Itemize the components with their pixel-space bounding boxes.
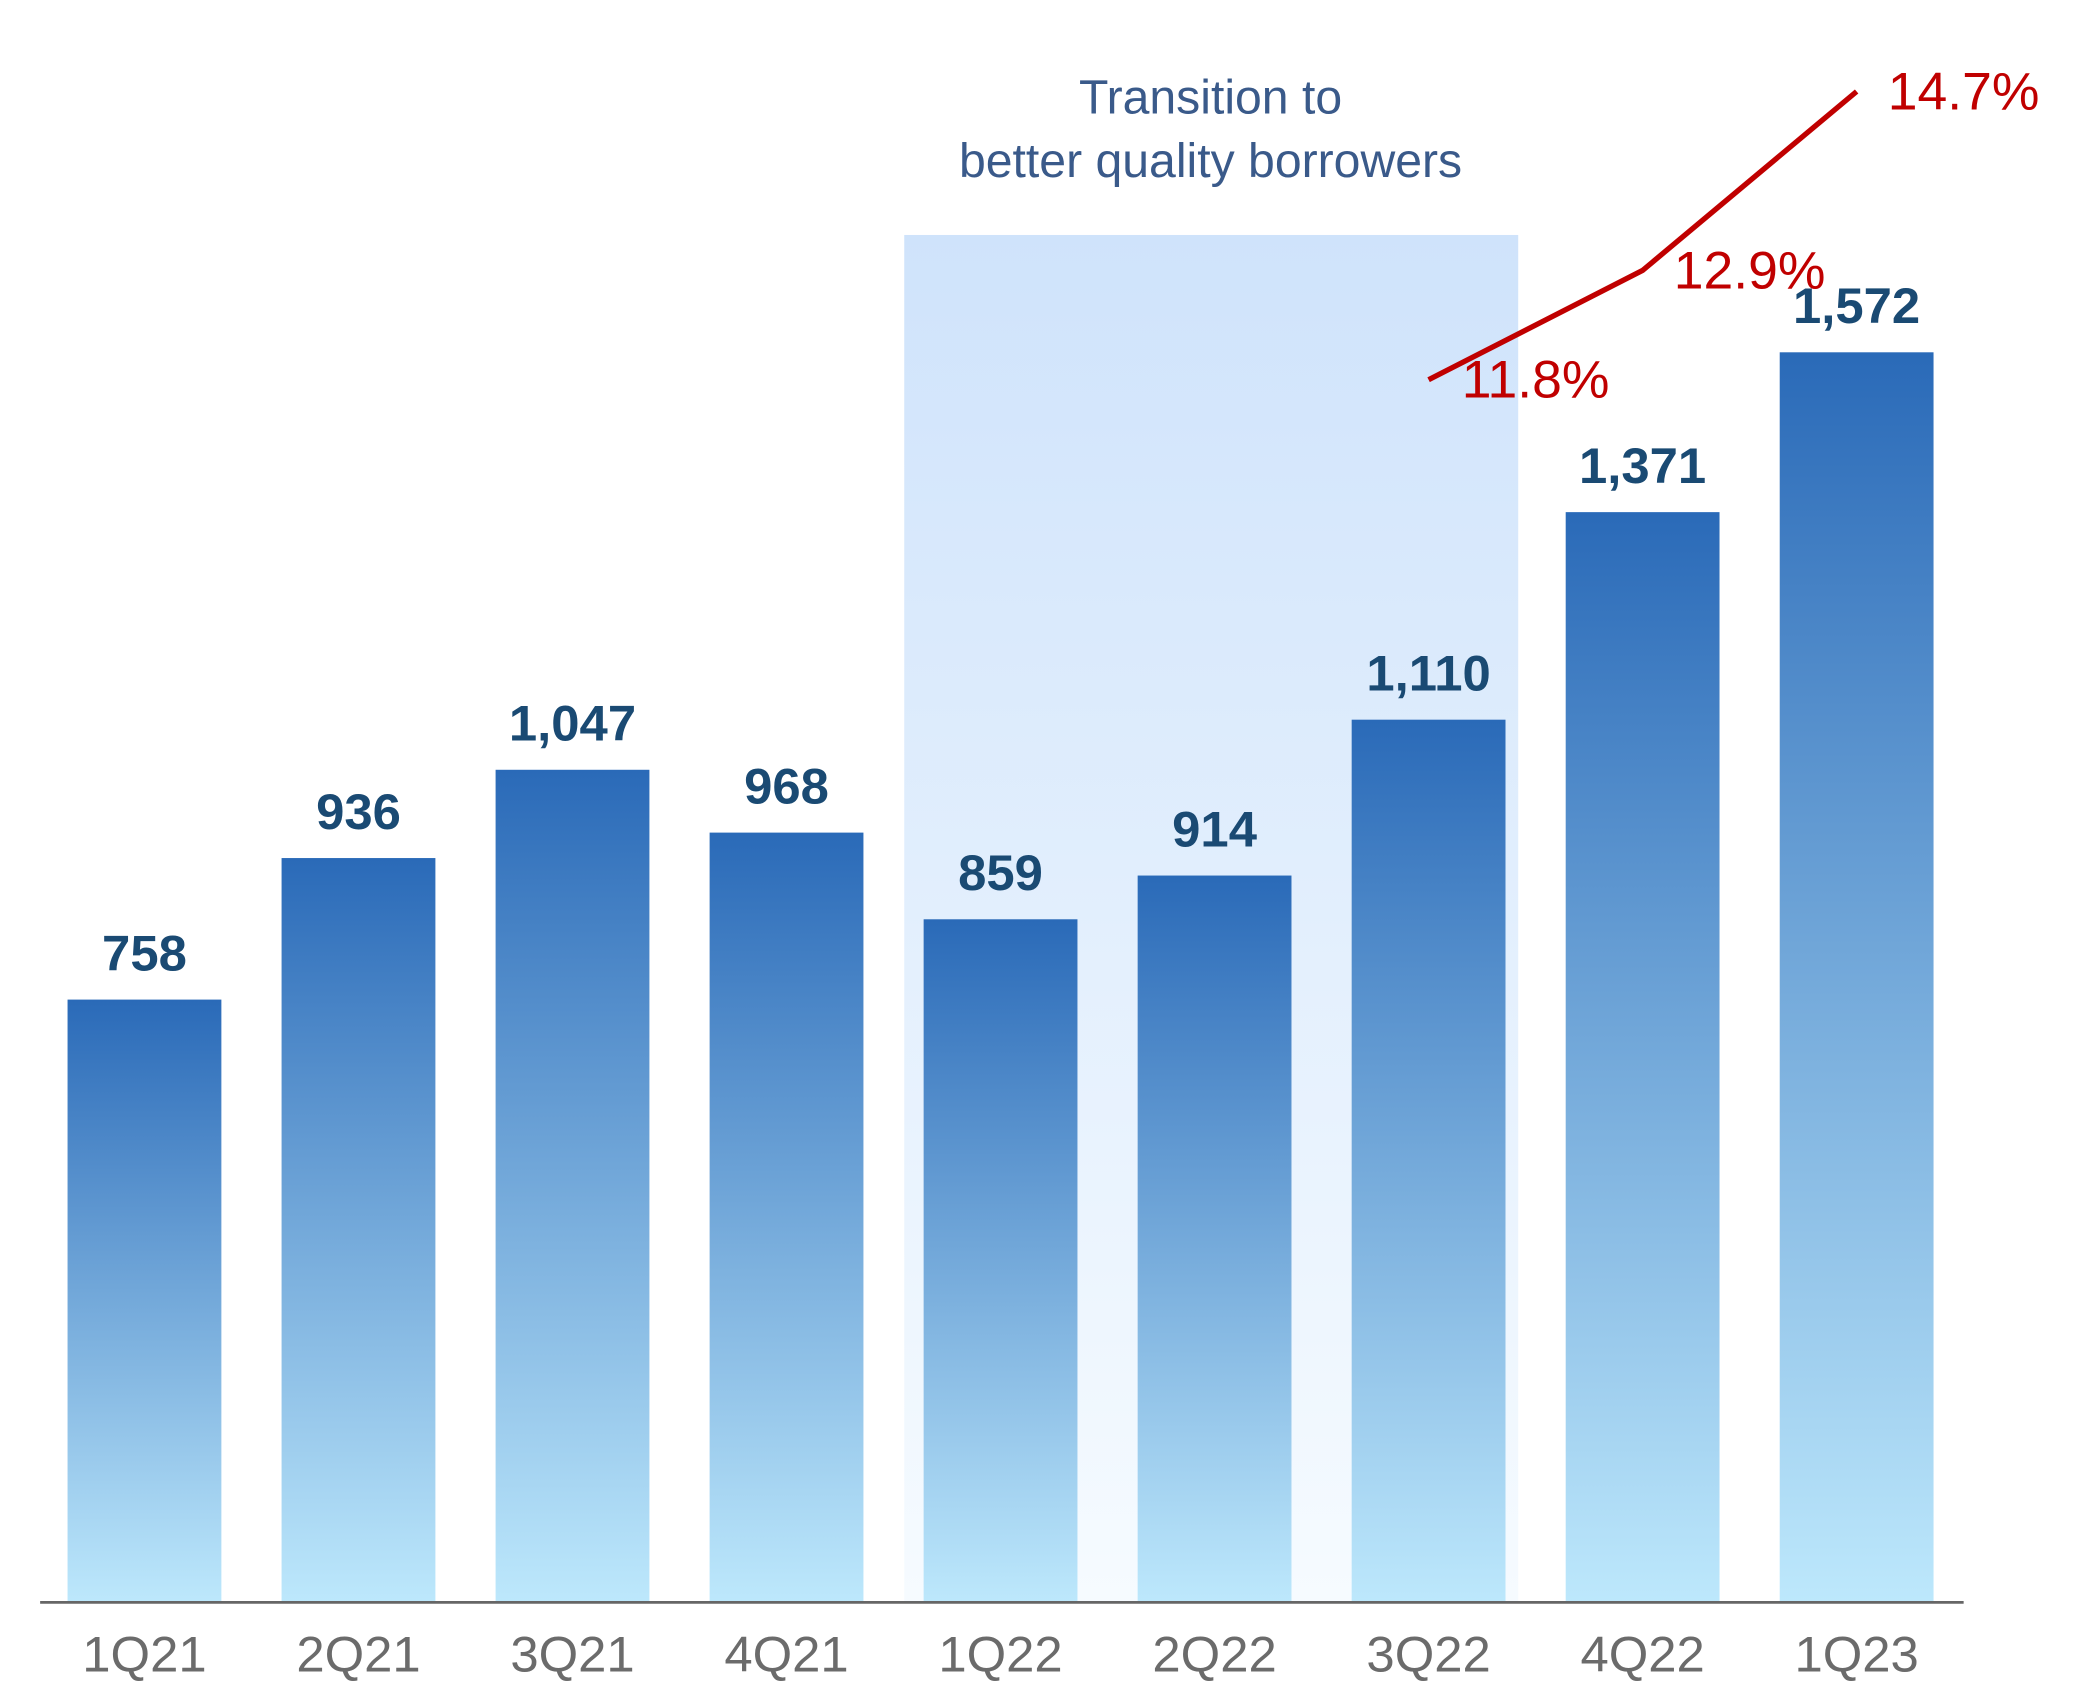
annotation: Transition to	[1079, 72, 1342, 125]
bar	[709, 832, 864, 1603]
x-tick-label: 3Q21	[510, 1626, 634, 1683]
data-label: 859	[958, 844, 1043, 901]
data-label: 1,047	[509, 695, 636, 752]
data-label: 12.9%	[1674, 242, 1826, 301]
x-tick-label: 1Q21	[82, 1626, 206, 1683]
x-tick-label: 1Q23	[1794, 1626, 1918, 1683]
data-label: 1,572	[1793, 277, 1920, 334]
data-label: 758	[102, 925, 187, 982]
data-label: 936	[316, 783, 401, 840]
bar	[1565, 512, 1720, 1603]
bar	[1779, 352, 1934, 1603]
bar	[281, 858, 436, 1603]
x-tick-label: 4Q22	[1580, 1626, 1704, 1683]
x-tick-label: 3Q22	[1366, 1626, 1490, 1683]
x-tick-label: 1Q22	[938, 1626, 1062, 1683]
data-label: 914	[1172, 801, 1257, 858]
x-tick-label: 4Q21	[724, 1626, 848, 1683]
line	[1427, 89, 1859, 383]
x-tick-label: 2Q22	[1152, 1626, 1276, 1683]
bar	[923, 919, 1078, 1603]
bar	[67, 999, 222, 1603]
data-label: 11.8%	[1462, 351, 1610, 410]
bar	[1137, 875, 1292, 1603]
bar	[1351, 719, 1506, 1603]
data-label: 1,110	[1366, 645, 1490, 702]
bar	[495, 769, 650, 1603]
data-label: 968	[744, 758, 829, 815]
data-label: 14.7%	[1888, 63, 2040, 122]
data-label: 1,371	[1579, 437, 1706, 494]
annotation: better quality borrowers	[959, 135, 1462, 188]
x-tick-label: 2Q21	[296, 1626, 420, 1683]
